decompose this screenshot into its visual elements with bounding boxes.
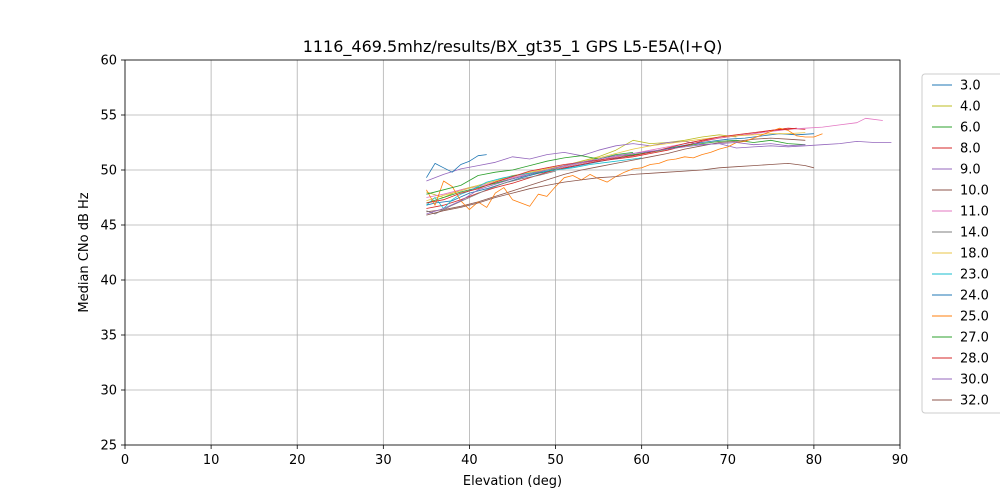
x-tick-label: 70 xyxy=(720,453,737,468)
chart-title: 1116_469.5mhz/results/BX_gt35_1 GPS L5-E… xyxy=(303,37,723,57)
legend-label: 6.0 xyxy=(960,121,981,136)
plot-frame xyxy=(124,59,901,446)
legend: 3.0 4.0 6.0 8.0 9.0 10.0 11.0 14.0 18.0 23.0 24.0 2… xyxy=(921,73,1000,414)
legend-label: 9.0 xyxy=(960,163,981,178)
x-axis-ticks: 0 10 20 30 40 50 60 70 80 90 xyxy=(121,445,908,468)
y-tick-label: 35 xyxy=(100,329,117,344)
legend-label: 10.0 xyxy=(960,184,989,199)
x-tick-label: 10 xyxy=(203,453,220,468)
series-line-23.0 xyxy=(426,157,642,209)
series-line-24.0 xyxy=(426,154,487,178)
x-tick-label: 50 xyxy=(547,453,564,468)
legend-label: 11.0 xyxy=(960,205,989,220)
series-line-30.0 xyxy=(426,142,806,215)
series-line-9.0 xyxy=(426,140,892,182)
legend-label: 8.0 xyxy=(960,142,981,157)
y-tick-label: 60 xyxy=(100,54,117,69)
legend-label: 4.0 xyxy=(960,100,981,115)
x-tick-label: 0 xyxy=(121,453,129,468)
legend-label: 32.0 xyxy=(960,394,989,409)
grid xyxy=(124,59,901,446)
y-tick-label: 30 xyxy=(100,384,117,399)
series-line-32.0 xyxy=(426,162,814,216)
y-tick-label: 25 xyxy=(100,439,117,454)
legend-label: 24.0 xyxy=(960,289,989,304)
x-tick-label: 60 xyxy=(633,453,650,468)
x-tick-label: 90 xyxy=(892,453,909,468)
series-line-6.0 xyxy=(426,139,806,204)
series-line-28.0 xyxy=(426,127,797,204)
y-tick-label: 50 xyxy=(100,164,117,179)
series-line-3.0 xyxy=(426,133,814,206)
y-tick-label: 45 xyxy=(100,219,117,234)
legend-label: 14.0 xyxy=(960,226,989,241)
legend-label: 25.0 xyxy=(960,310,989,325)
plot-area xyxy=(426,117,892,216)
x-tick-label: 80 xyxy=(806,453,823,468)
series-line-18.0 xyxy=(426,132,806,202)
legend-label: 30.0 xyxy=(960,373,989,388)
y-axis-ticks: 25 30 35 40 45 50 55 60 xyxy=(100,54,125,454)
x-axis-label: Elevation (deg) xyxy=(463,474,562,489)
y-axis-label: Median CNo dB Hz xyxy=(77,192,92,312)
x-tick-label: 20 xyxy=(289,453,306,468)
legend-label: 3.0 xyxy=(960,79,981,94)
legend-box xyxy=(921,73,1000,414)
legend-label: 18.0 xyxy=(960,247,989,262)
series-line-11.0 xyxy=(426,117,883,198)
y-tick-label: 40 xyxy=(100,274,117,289)
legend-label: 27.0 xyxy=(960,331,989,346)
y-tick-label: 55 xyxy=(100,109,117,124)
x-tick-label: 30 xyxy=(375,453,392,468)
series-line-10.0 xyxy=(426,137,806,213)
legend-label: 28.0 xyxy=(960,352,989,367)
legend-label: 23.0 xyxy=(960,268,989,283)
series-line-25.0 xyxy=(426,127,823,211)
x-tick-label: 40 xyxy=(461,453,478,468)
